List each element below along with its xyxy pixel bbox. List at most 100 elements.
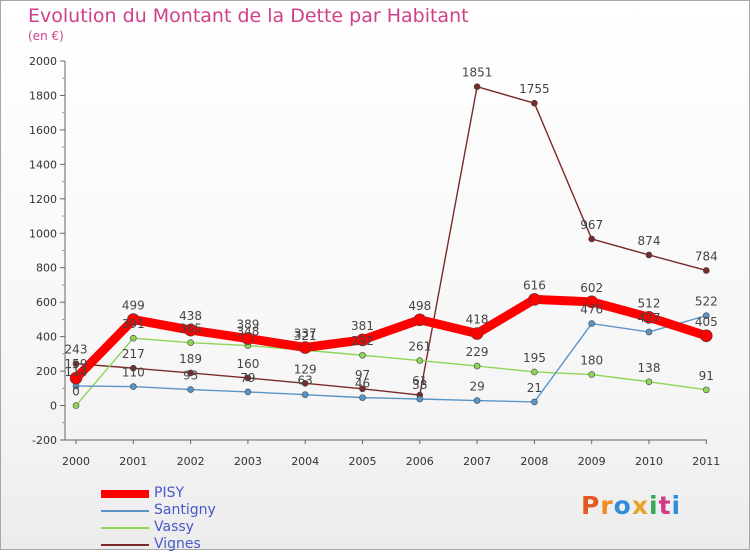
data-point-vassy [531, 368, 538, 376]
data-point-vassy [416, 357, 424, 364]
chart-title: Evolution du Montant de la Dette par Hab… [28, 5, 469, 27]
data-point-vassy [187, 339, 194, 346]
data-point-vassy [588, 371, 596, 378]
data-point-pisy [184, 323, 197, 337]
legend-label: Santigny [154, 502, 216, 518]
data-point-pisy [470, 327, 484, 340]
y-tick-label: -200 [32, 434, 57, 447]
data-label-pisy: 602 [580, 281, 603, 295]
data-point-santigny [359, 394, 366, 401]
data-point-pisy [69, 371, 83, 385]
legend-item-vassy: Vassy [101, 519, 216, 536]
y-tick-label: 1000 [29, 227, 57, 240]
y-tick-label: 1400 [29, 158, 57, 171]
data-point-vassy [645, 378, 653, 386]
data-point-vignes [645, 251, 653, 259]
y-tick-label: 0 [50, 400, 57, 413]
data-label-vignes: 217 [122, 347, 145, 361]
data-point-santigny [588, 320, 596, 327]
data-label-vignes: 1755 [519, 82, 550, 96]
x-tick-label: 2010 [635, 455, 663, 468]
data-point-vassy [702, 386, 710, 394]
data-point-pisy [356, 333, 369, 347]
y-tick-label: 1800 [29, 89, 57, 102]
x-tick-label: 2002 [177, 455, 205, 468]
legend-item-pisy: PISY [101, 485, 216, 502]
data-point-santigny [645, 328, 653, 336]
data-label-vassy: 0 [72, 385, 80, 399]
data-label-pisy: 381 [351, 319, 374, 333]
data-label-santigny: 29 [469, 380, 484, 394]
data-label-vassy: 180 [580, 354, 603, 368]
chart-unit: (en €) [28, 29, 64, 43]
data-point-vignes [130, 364, 137, 372]
data-point-santigny [702, 312, 710, 319]
data-label-santigny: 63 [298, 374, 313, 388]
data-label-vassy: 292 [351, 334, 374, 348]
data-point-vassy [473, 362, 481, 370]
data-label-pisy: 499 [122, 299, 145, 313]
legend-label: Vignes [154, 536, 201, 552]
data-point-vignes [588, 235, 596, 243]
data-label-vassy: 138 [638, 361, 661, 375]
proxiti-logo: Proxiti [581, 491, 682, 520]
data-label-santigny: 110 [122, 366, 145, 380]
x-tick-label: 2003 [234, 455, 262, 468]
data-point-pisy [298, 341, 312, 354]
series-line-vassy [75, 337, 707, 407]
data-label-pisy: 418 [466, 313, 489, 327]
legend-swatch [101, 526, 149, 529]
x-tick-label: 2001 [119, 455, 147, 468]
data-label-santigny: 427 [638, 311, 661, 325]
data-point-pisy [642, 311, 656, 324]
data-point-pisy [127, 313, 140, 326]
data-point-vignes [531, 99, 538, 107]
data-label-pisy: 159 [65, 357, 88, 371]
y-tick-label: 200 [36, 365, 57, 378]
data-label-vignes: 61 [412, 374, 427, 388]
data-point-santigny [244, 388, 252, 396]
x-tick-label: 2006 [406, 455, 434, 468]
data-label-vignes: 784 [695, 249, 718, 263]
data-label-vignes: 1851 [462, 66, 493, 80]
data-point-santigny [473, 397, 481, 404]
data-label-vassy: 348 [236, 325, 259, 339]
data-label-vassy: 261 [408, 340, 431, 354]
legend-label: Vassy [154, 519, 194, 535]
data-label-santigny: 114 [65, 365, 88, 379]
data-point-pisy [413, 313, 427, 327]
data-label-santigny: 46 [355, 377, 370, 391]
data-point-santigny [416, 395, 424, 403]
data-point-pisy [528, 293, 541, 306]
series-line-pisy [71, 294, 711, 383]
data-label-vassy: 391 [122, 317, 145, 331]
data-point-vignes [359, 385, 366, 393]
data-label-pisy: 438 [179, 309, 202, 323]
data-point-vassy [72, 402, 80, 409]
data-label-santigny: 79 [240, 371, 255, 385]
x-tick-label: 2004 [291, 455, 319, 468]
series-line-santigny [75, 314, 707, 403]
y-tick-label: 1600 [29, 124, 57, 137]
data-label-vignes: 243 [65, 343, 88, 357]
data-point-santigny [531, 398, 538, 406]
data-label-santigny: 522 [695, 295, 718, 309]
data-label-vignes: 129 [294, 362, 317, 376]
data-point-vignes [301, 380, 309, 387]
x-tick-label: 2011 [692, 455, 720, 468]
data-label-vignes: 160 [236, 357, 259, 371]
data-point-pisy [241, 332, 255, 345]
data-label-vignes: 967 [580, 218, 603, 232]
data-label-pisy: 389 [236, 318, 259, 332]
chart-legend: PISY Santigny Vassy Vignes [101, 485, 216, 553]
y-tick-label: 1200 [29, 193, 57, 206]
data-label-vignes: 97 [355, 368, 370, 382]
data-label-pisy: 498 [408, 299, 431, 313]
x-tick-label: 2005 [349, 455, 377, 468]
legend-swatch [101, 489, 149, 498]
data-point-vassy [359, 351, 366, 359]
data-label-santigny: 38 [412, 378, 427, 392]
data-point-vignes [244, 374, 252, 382]
data-label-pisy: 405 [695, 315, 718, 329]
